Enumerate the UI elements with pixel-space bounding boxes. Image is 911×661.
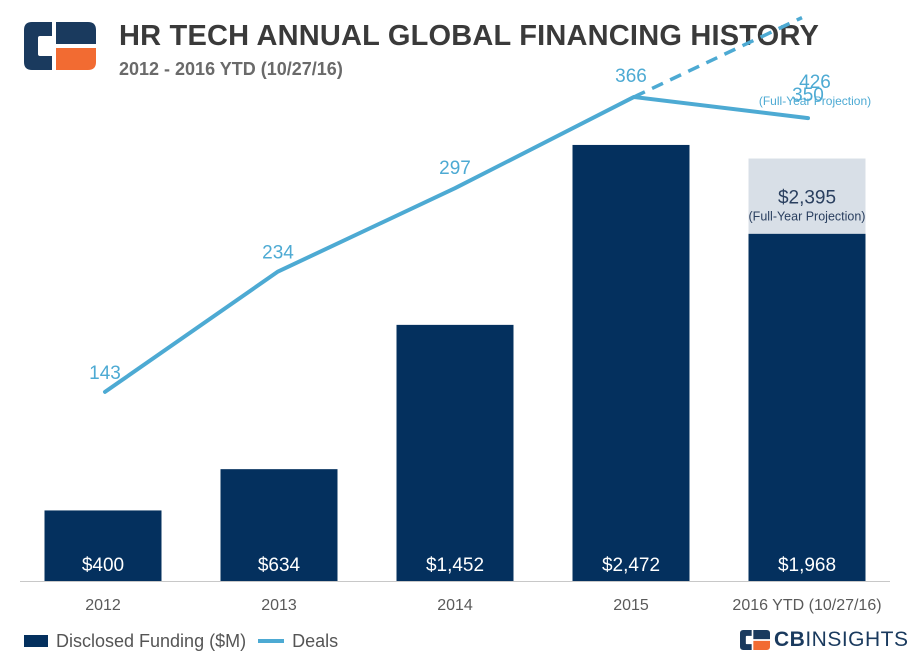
deals-point-label: 350 (792, 85, 824, 106)
funding-bar-label: $1,968 (778, 555, 836, 576)
brand-text: CBINSIGHTS (774, 628, 909, 651)
legend-swatch-funding (24, 635, 48, 647)
funding-bar (396, 324, 514, 581)
cb-logo-icon (24, 22, 96, 70)
cb-brand-icon (740, 630, 770, 650)
legend-label-deals: Deals (292, 630, 339, 651)
funding-projection-note: (Full-Year Projection) (749, 210, 866, 224)
x-tick-label: 2014 (437, 597, 473, 614)
funding-bar (748, 233, 866, 582)
deals-point-label: 297 (439, 158, 471, 179)
page-title: HR TECH ANNUAL GLOBAL FINANCING HISTORY (119, 20, 820, 52)
deals-projection-label: 426 (799, 72, 831, 93)
funding-bar (220, 469, 338, 581)
deals-projection-note: (Full-Year Projection) (759, 94, 871, 108)
funding-bar-label: $1,452 (426, 555, 484, 576)
legend-label-funding: Disclosed Funding ($M) (56, 630, 247, 651)
funding-bar (44, 510, 162, 581)
brand-logo: CBINSIGHTS (740, 624, 909, 656)
legend-swatch-deals (258, 639, 285, 643)
x-tick-label: 2016 YTD (10/27/16) (732, 597, 881, 614)
funding-bar-label: $2,472 (602, 555, 660, 576)
deals-point-label: 366 (615, 66, 647, 87)
deals-line (103, 94, 810, 394)
x-tick-label: 2012 (85, 597, 121, 614)
legend: Disclosed Funding ($M) Deals (24, 628, 338, 654)
x-tick-label: 2015 (613, 597, 649, 614)
funding-bar-label: $400 (82, 555, 124, 576)
deals-point-label: 234 (262, 243, 294, 264)
page-subtitle: 2012 - 2016 YTD (10/27/16) (119, 59, 343, 79)
header: HR TECH ANNUAL GLOBAL FINANCING HISTORY … (0, 0, 911, 90)
funding-bar-label: $634 (258, 555, 301, 576)
funding-projection-label: $2,395 (778, 188, 836, 209)
deals-point-label: 143 (89, 363, 121, 384)
funding-bar (572, 144, 690, 581)
x-tick-label: 2013 (261, 597, 297, 614)
deals-projection-line (633, 16, 803, 99)
